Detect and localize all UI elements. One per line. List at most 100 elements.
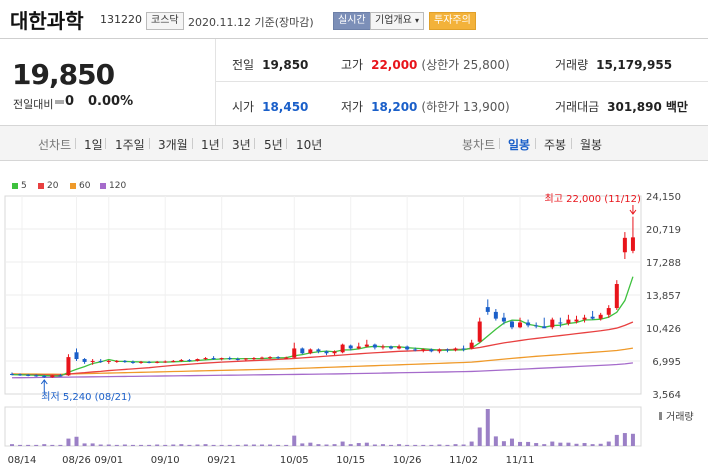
price-summary: 19,850 전일대비 0 0.00% 전일 19,850 고가 22,000 (상한… — [0, 38, 708, 125]
prev-close-label: 전일 — [232, 58, 255, 72]
volume-bar — [74, 436, 79, 446]
divider — [499, 138, 500, 149]
candle-daily[interactable]: 일봉 — [508, 138, 531, 152]
volume-bar — [598, 443, 603, 446]
candle-body — [106, 360, 111, 362]
volume-field: 거래량 15,179,955 — [555, 56, 672, 73]
candle-body — [58, 375, 63, 377]
y-tick-label: 20,719 — [646, 225, 681, 236]
candle-body — [122, 360, 127, 362]
candle-body — [429, 349, 434, 352]
volume-bar — [284, 444, 289, 446]
candle-body — [606, 308, 611, 315]
candle-body — [566, 319, 571, 324]
volume-bar — [18, 444, 23, 446]
high-arrow-head — [629, 209, 637, 215]
period-10y[interactable]: 10년 — [296, 138, 323, 152]
candle-weekly[interactable]: 주봉 — [544, 138, 567, 152]
volume-bar — [493, 436, 498, 446]
volume-bar — [300, 443, 305, 446]
candle-body — [147, 361, 152, 363]
company-info-dropdown[interactable]: 기업개요 ▾ — [370, 12, 425, 30]
candle-body — [268, 357, 273, 359]
period-1y[interactable]: 1년 — [201, 138, 220, 152]
candle-body — [90, 360, 95, 362]
period-1d[interactable]: 1일 — [84, 138, 103, 152]
realtime-button[interactable]: 실시간 — [333, 12, 371, 30]
volume-bar — [622, 433, 627, 446]
candle-body — [469, 342, 474, 349]
open-label: 시가 — [232, 100, 255, 114]
chart-toolbar: 선차트 1일 1주일 3개월 1년 3년 5년 10년 봉차트 일봉 주봉 월봉 — [0, 125, 708, 161]
volume-bar — [340, 441, 345, 446]
x-tick-label: 10/15 — [336, 455, 365, 466]
volume-bar — [526, 441, 531, 446]
low-field: 저가 18,200 (하한가 13,900) — [341, 98, 510, 115]
stock-code: 131220 — [100, 13, 142, 26]
volume-bar — [268, 444, 273, 446]
volume-bar — [566, 442, 571, 446]
volume-bar — [518, 441, 523, 446]
volume-bar — [34, 444, 39, 446]
volume-bar — [259, 444, 264, 446]
candle-body — [630, 237, 635, 251]
volume-legend-marker — [659, 412, 662, 420]
volume-bar — [171, 444, 176, 446]
volume-bar — [10, 444, 14, 446]
y-tick-label: 17,288 — [646, 258, 681, 269]
period-5y[interactable]: 5년 — [264, 138, 283, 152]
divider — [535, 138, 536, 149]
period-1w[interactable]: 1주일 — [115, 138, 145, 152]
legend-swatch — [38, 182, 44, 189]
chevron-down-icon: ▾ — [415, 16, 420, 25]
candle-body — [397, 346, 402, 349]
high-value: 22,000 — [371, 58, 418, 72]
y-tick-label: 24,150 — [646, 192, 681, 203]
y-tick-label: 13,857 — [646, 291, 681, 302]
current-price: 19,850 — [12, 58, 115, 91]
x-tick-label: 08/14 — [8, 455, 37, 466]
volume-bar — [405, 444, 410, 446]
volume-bar — [90, 443, 95, 446]
volume-bar — [251, 444, 256, 446]
volume-bar — [82, 443, 87, 446]
candle-body — [50, 375, 55, 378]
volume-bar — [429, 444, 434, 446]
candle-body — [413, 349, 418, 351]
candle-body — [485, 307, 490, 312]
x-tick-label: 10/26 — [393, 455, 422, 466]
high-label: 고가 — [341, 58, 364, 72]
divider — [105, 138, 106, 149]
volume-bar — [243, 444, 248, 446]
low-annotation: 최저 5,240 (08/21) — [41, 391, 131, 403]
divider — [222, 138, 223, 149]
candle-body — [526, 322, 531, 326]
line-chart-label: 선차트 — [38, 138, 72, 152]
volume-bar — [477, 427, 482, 446]
volume-bar — [574, 443, 579, 446]
volume-label: 거래량 — [555, 58, 589, 72]
volume-bar — [534, 443, 539, 446]
y-tick-label: 10,426 — [646, 324, 681, 335]
volume-bar — [614, 434, 619, 446]
ma60-line — [11, 347, 634, 375]
candle-body — [509, 321, 514, 328]
candle-body — [421, 349, 426, 351]
candle-monthly[interactable]: 월봉 — [580, 138, 603, 152]
volume-bar — [316, 444, 321, 446]
volume-bar — [582, 443, 587, 446]
volume-bar — [203, 444, 208, 446]
change-value: 0 — [65, 94, 75, 109]
volume-bar — [437, 444, 442, 446]
volume-bar — [501, 441, 506, 446]
period-3y[interactable]: 3년 — [232, 138, 251, 152]
divider — [192, 138, 193, 149]
candle-body — [372, 344, 377, 348]
divider — [149, 138, 150, 149]
legend-swatch — [100, 182, 106, 189]
legend-label: 60 — [79, 181, 91, 191]
period-3m[interactable]: 3개월 — [158, 138, 188, 152]
volume-bar — [130, 444, 135, 446]
change-label: 전일대비 — [13, 98, 54, 111]
